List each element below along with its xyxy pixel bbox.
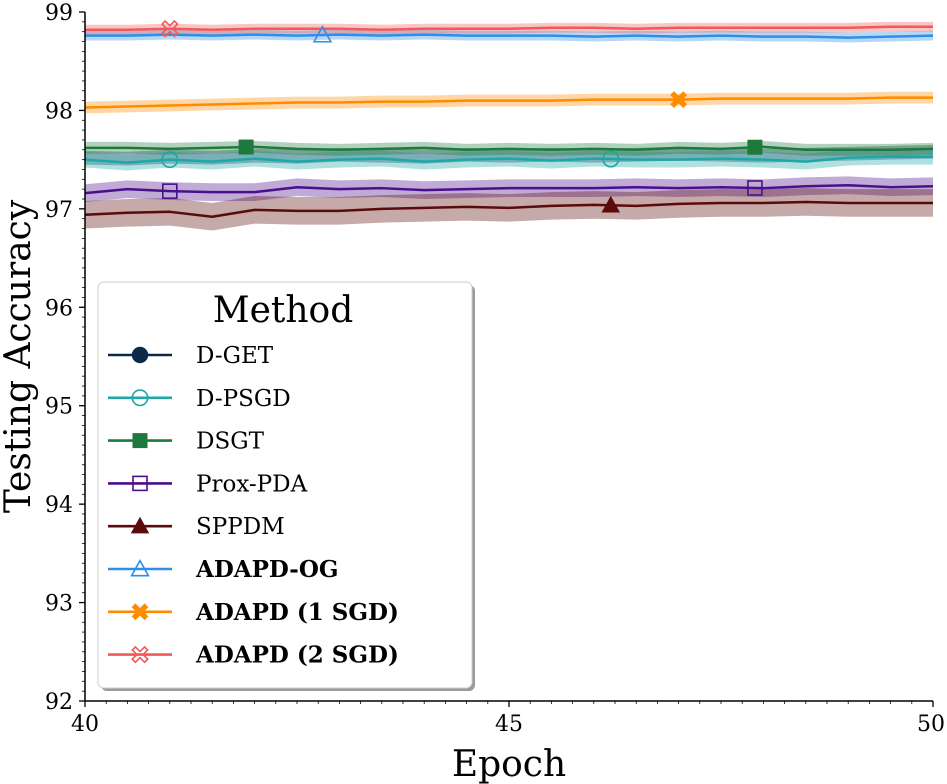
confidence-bands	[85, 21, 933, 231]
marker-2-0	[238, 139, 254, 155]
marker-4-0	[601, 195, 621, 213]
x-tick-label: 45	[495, 712, 523, 737]
series-markers	[160, 19, 763, 213]
marker-7-0	[160, 19, 179, 38]
legend-swatch-marker-3	[132, 475, 148, 492]
legend-label-2: DSGT	[196, 429, 265, 455]
legend-label-7: ADAPD (2 SGD)	[195, 642, 399, 669]
marker-3-1	[747, 180, 763, 196]
band-6	[85, 91, 933, 114]
x-tick-label: 50	[917, 712, 945, 737]
y-tick-label: 96	[45, 296, 73, 321]
band-4	[85, 188, 933, 231]
y-tick-label: 95	[45, 395, 73, 420]
marker-1-0	[161, 151, 179, 169]
x-tick-label: 40	[71, 712, 99, 737]
legend-swatch-marker-6	[131, 603, 149, 621]
legend-swatch-marker-0	[131, 346, 149, 364]
marker-6-0	[670, 91, 688, 109]
y-tick-label: 92	[45, 690, 73, 715]
series-line-4	[84, 200, 933, 218]
legend-title: Method	[213, 290, 354, 331]
legend-label-6: ADAPD (1 SGD)	[195, 599, 399, 626]
legend-label-0: D-GET	[196, 343, 274, 369]
legend-swatch-marker-2	[132, 433, 148, 449]
legend-label-5: ADAPD-OG	[195, 556, 339, 583]
legend-label-4: SPPDM	[196, 514, 285, 540]
legend-swatch-marker-7	[131, 645, 149, 664]
series-line-5	[85, 33, 934, 39]
series-line-2	[85, 145, 934, 152]
legend-label-3: Prox-PDA	[196, 471, 308, 497]
y-tick-label: 98	[45, 99, 73, 124]
y-axis-title: Testing Accuracy	[0, 199, 39, 513]
y-tick-label: 99	[45, 1, 73, 26]
legend-swatch-marker-1	[131, 389, 149, 407]
legend-box	[97, 281, 473, 689]
series-line-7	[85, 25, 933, 31]
legend: Method D-GET D-PSGD DSGT Prox-PDA SPPDM ADAPD-…	[97, 281, 475, 691]
series-lines	[84, 25, 934, 218]
legend-swatch-marker-4	[130, 516, 150, 534]
legend-label-1: D-PSGD	[196, 386, 291, 412]
marker-5-0	[312, 24, 333, 43]
series-line-6	[84, 96, 933, 109]
legend-swatch-marker-5	[130, 558, 150, 577]
y-tick-label: 97	[45, 198, 73, 223]
series-line-1	[84, 155, 933, 164]
marker-2-1	[747, 139, 763, 155]
y-tick-label: 94	[45, 493, 73, 518]
x-axis-title: Epoch	[452, 744, 566, 784]
marker-1-1	[602, 150, 620, 168]
marker-3-0	[162, 183, 178, 199]
y-tick-label: 93	[45, 592, 73, 617]
series-line-3	[84, 183, 934, 195]
